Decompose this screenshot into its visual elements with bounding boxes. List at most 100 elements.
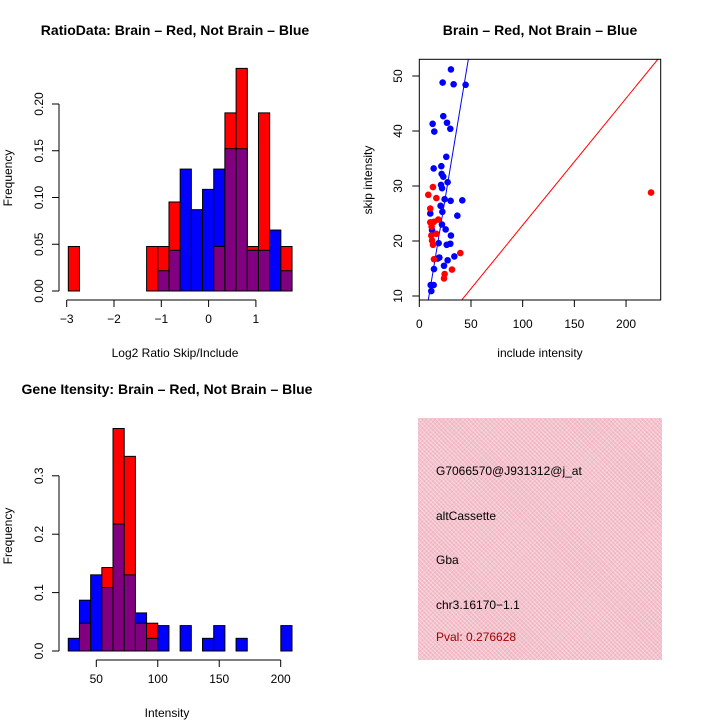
x-axis-label: include intensity <box>497 346 582 360</box>
x-tick-label: 1 <box>253 312 260 326</box>
overlap-bar <box>134 622 148 652</box>
brain-point <box>430 255 438 263</box>
overlap-bar <box>257 249 271 292</box>
y-tick-label: 0.20 <box>32 92 46 116</box>
not-brain-point <box>459 197 466 204</box>
not-brain-point <box>439 208 446 216</box>
brain-point <box>428 223 435 230</box>
brain-bar <box>67 245 80 292</box>
brain-point <box>429 241 437 249</box>
not-brain-point <box>437 202 444 210</box>
y-tick-label: 30 <box>391 179 405 193</box>
y-tick-label: 0.05 <box>32 232 46 256</box>
overlap-bar <box>280 270 293 292</box>
not-brain-point <box>447 66 455 73</box>
brain-point <box>429 183 437 191</box>
not-brain-bar <box>179 625 192 652</box>
not-brain-point <box>439 79 446 86</box>
brain-point <box>457 249 464 257</box>
not-brain-bar <box>235 637 248 652</box>
overlap-bar <box>101 587 114 652</box>
not-brain-point <box>438 184 446 192</box>
overlap-bar <box>157 270 170 292</box>
not-brain-bar <box>190 209 204 292</box>
not-brain-point <box>430 128 438 135</box>
y-tick-label: 10 <box>391 289 405 303</box>
x-tick-label: 200 <box>271 672 291 686</box>
brain-point <box>647 189 655 196</box>
scatter-plot: Brain – Red, Not Brain – Blue include int… <box>361 22 662 360</box>
not-brain-bar <box>67 637 80 652</box>
x-axis-label: Log2 Ratio Skip/Include <box>112 346 239 360</box>
not-brain-point <box>447 197 454 205</box>
y-tick-label: 0.00 <box>32 279 46 303</box>
y-axis-label: Frequency <box>1 508 15 565</box>
overlap-bar <box>78 622 92 652</box>
brain-point <box>440 275 448 282</box>
info-panel: G7066570@J931312@j_at altCassette Gba ch… <box>418 418 662 660</box>
x-tick-label: −1 <box>154 312 168 326</box>
y-tick-label: 0.15 <box>32 139 46 163</box>
not-brain-point <box>442 153 450 161</box>
overlap-bar <box>235 148 248 292</box>
not-brain-point <box>427 287 435 295</box>
x-tick-label: 50 <box>90 672 104 686</box>
y-tick-label: 0.2 <box>32 526 46 543</box>
x-tick-label: 150 <box>209 672 229 686</box>
overlap-bar <box>213 245 226 292</box>
not-brain-bar <box>179 168 192 292</box>
y-tick-label: 0.3 <box>32 467 46 484</box>
not-brain-point <box>447 232 455 239</box>
not-brain-point <box>454 212 461 219</box>
not-brain-point <box>427 281 434 289</box>
not-brain-point <box>430 265 438 273</box>
x-tick-label: 0 <box>205 312 212 326</box>
not-brain-bar <box>202 188 215 292</box>
not-brain-point <box>441 195 448 203</box>
not-brain-point <box>444 178 451 186</box>
brain-point <box>433 230 440 238</box>
location: chr3.16170−1.1 <box>436 598 520 612</box>
x-tick-label: −3 <box>60 312 74 326</box>
not-brain-point <box>430 165 437 172</box>
x-tick-label: −2 <box>107 312 121 326</box>
brain-point <box>448 266 456 273</box>
overlap-bar <box>146 637 159 652</box>
not-brain-bar <box>280 625 293 652</box>
y-tick-label: 0.0 <box>32 642 46 659</box>
overlap-bar <box>123 574 136 652</box>
not-brain-point <box>438 221 446 228</box>
brain-point <box>433 194 440 202</box>
y-axis-label: Frequency <box>1 150 15 207</box>
histogram-2: Gene Itensity: Brain – Red, Not Brain – … <box>1 381 313 720</box>
not-brain-point <box>426 210 434 217</box>
not-brain-point <box>435 239 442 247</box>
not-brain-point <box>447 125 454 133</box>
overlap-bar <box>112 523 125 652</box>
overlap-bar <box>224 148 237 292</box>
x-tick-label: 100 <box>513 317 533 331</box>
not-brain-point <box>450 80 457 88</box>
y-axis-label: skip intensity <box>361 146 375 215</box>
y-tick-label: 20 <box>391 234 405 248</box>
x-tick-label: 150 <box>564 317 584 331</box>
event-type: altCassette <box>436 509 497 523</box>
chart-title: Gene Itensity: Brain – Red, Not Brain – … <box>22 381 313 397</box>
brain-point <box>424 191 432 199</box>
brain-bar <box>146 245 159 292</box>
y-tick-label: 40 <box>391 124 405 138</box>
y-tick-label: 0.1 <box>32 584 46 601</box>
not-brain-point <box>439 112 447 120</box>
x-tick-label: 50 <box>464 317 478 331</box>
not-brain-point <box>443 119 451 127</box>
not-brain-point <box>462 81 469 89</box>
x-tick-label: 100 <box>148 672 168 686</box>
not-brain-point <box>438 162 445 170</box>
not-brain-bar <box>157 625 170 652</box>
x-tick-label: 200 <box>616 317 636 331</box>
y-tick-label: 50 <box>391 69 405 83</box>
gene-name: Gba <box>436 553 459 567</box>
brain-point <box>427 232 435 239</box>
